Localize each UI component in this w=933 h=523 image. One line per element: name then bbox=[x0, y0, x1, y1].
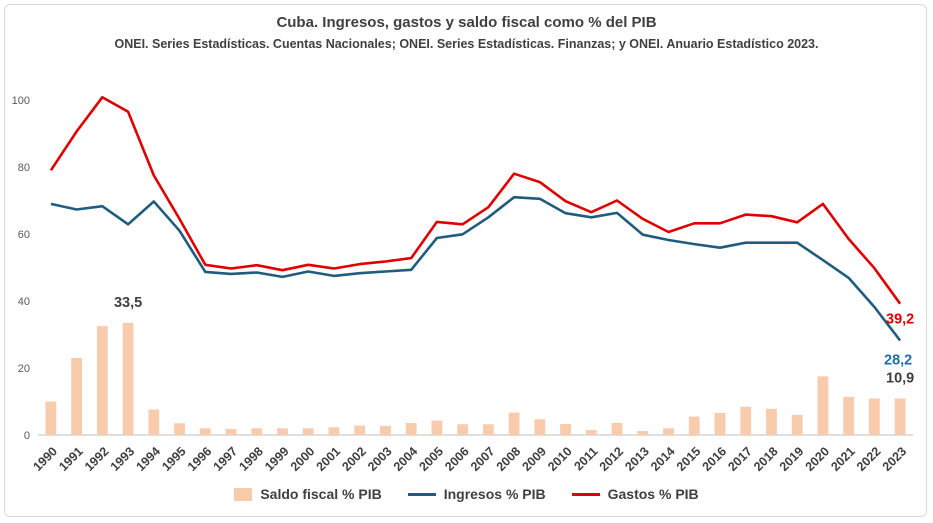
bar-saldo-fiscal-pib bbox=[277, 428, 288, 435]
x-tick-label: 2019 bbox=[777, 444, 807, 474]
x-tick-label: 1990 bbox=[30, 444, 60, 474]
bar-saldo-fiscal-pib bbox=[894, 398, 906, 435]
bar-saldo-fiscal-pib bbox=[96, 326, 108, 435]
x-tick-label: 1992 bbox=[82, 444, 112, 474]
legend-label-ingresos: Ingresos % PIB bbox=[443, 486, 546, 502]
bar-saldo-fiscal-pib bbox=[122, 322, 134, 435]
x-tick-label: 2001 bbox=[314, 444, 344, 474]
bar-saldo-fiscal-pib bbox=[637, 430, 649, 435]
x-tick-label: 2014 bbox=[648, 444, 678, 474]
legend-label-gastos: Gastos % PIB bbox=[607, 486, 699, 502]
bar-saldo-fiscal-pib bbox=[431, 420, 443, 435]
x-tick-label: 2020 bbox=[803, 444, 833, 474]
x-tick-label: 2004 bbox=[391, 444, 421, 474]
x-tick-label: 2021 bbox=[828, 444, 858, 474]
bar-saldo-fiscal-pib bbox=[843, 396, 855, 435]
data-label-saldo-fiscal-pib: 10,9 bbox=[886, 370, 914, 386]
x-tick-label: 2015 bbox=[674, 444, 704, 474]
bar-saldo-fiscal-pib bbox=[688, 416, 700, 435]
y-tick-label: 40 bbox=[18, 296, 30, 308]
bar-saldo-fiscal-pib bbox=[225, 428, 237, 435]
x-tick-label: 2002 bbox=[339, 444, 369, 474]
x-tick-label: 2011 bbox=[571, 444, 600, 473]
bar-saldo-fiscal-pib bbox=[482, 424, 494, 435]
x-tick-label: 2018 bbox=[751, 444, 781, 474]
bar-saldo-fiscal-pib bbox=[663, 428, 674, 435]
bar-saldo-fiscal-pib bbox=[585, 429, 597, 435]
data-label-ingresos-pib: 28,2 bbox=[884, 353, 912, 369]
bar-saldo-fiscal-pib bbox=[251, 428, 263, 435]
legend-swatch-gastos bbox=[571, 492, 600, 496]
x-tick-label: 2016 bbox=[700, 444, 730, 474]
bar-saldo-fiscal-pib bbox=[791, 414, 803, 435]
x-tick-label: 2023 bbox=[880, 444, 910, 474]
chart-subtitle: ONEI. Series Estadísticas. Cuentas Nacio… bbox=[114, 37, 819, 51]
legend-swatch-ingresos bbox=[407, 492, 436, 496]
data-label-gastos-pib: 39,2 bbox=[886, 312, 914, 328]
bar-saldo-fiscal-pib bbox=[611, 422, 623, 435]
bar-saldo-fiscal-pib bbox=[534, 419, 546, 435]
y-tick-label: 80 bbox=[18, 162, 30, 174]
bar-saldo-fiscal-pib bbox=[328, 427, 340, 435]
x-tick-label: 2013 bbox=[622, 444, 652, 474]
bar-saldo-fiscal-pib bbox=[199, 428, 211, 435]
x-tick-label: 2008 bbox=[494, 444, 524, 474]
x-tick-label: 2017 bbox=[725, 444, 755, 474]
bar-saldo-fiscal-pib bbox=[868, 398, 880, 435]
x-tick-label: 1998 bbox=[236, 444, 266, 474]
bar-saldo-fiscal-pib bbox=[766, 408, 777, 435]
x-tick-label: 2012 bbox=[597, 444, 627, 474]
bar-saldo-fiscal-pib bbox=[71, 357, 83, 435]
x-tick-label: 2003 bbox=[365, 444, 395, 474]
bar-saldo-fiscal-pib bbox=[354, 425, 366, 435]
x-tick-label: 2022 bbox=[854, 444, 884, 474]
legend-label-saldo: Saldo fiscal % PIB bbox=[260, 486, 382, 502]
x-tick-label: 1996 bbox=[185, 444, 215, 474]
x-tick-label: 2000 bbox=[288, 444, 318, 474]
legend-item-saldo: Saldo fiscal % PIB bbox=[234, 486, 382, 502]
chart-frame bbox=[4, 4, 927, 517]
y-tick-label: 0 bbox=[24, 430, 30, 442]
bar-saldo-fiscal-pib bbox=[405, 422, 417, 435]
bar-saldo-fiscal-pib bbox=[714, 412, 726, 435]
legend-item-gastos: Gastos % PIB bbox=[571, 486, 699, 502]
y-tick-label: 100 bbox=[12, 95, 30, 107]
bar-saldo-fiscal-pib bbox=[817, 376, 829, 435]
data-label-saldo-fiscal-pib: 33,5 bbox=[114, 295, 142, 311]
line-gastos-pib bbox=[49, 96, 902, 305]
y-tick-label: 60 bbox=[18, 229, 30, 241]
legend-swatch-saldo bbox=[234, 487, 253, 501]
x-tick-label: 2007 bbox=[468, 444, 498, 474]
x-tick-label: 2009 bbox=[519, 444, 549, 474]
bar-saldo-fiscal-pib bbox=[148, 409, 160, 435]
x-tick-label: 2006 bbox=[442, 444, 472, 474]
y-tick-label: 20 bbox=[18, 363, 30, 375]
bar-saldo-fiscal-pib bbox=[302, 428, 314, 435]
chart-legend: Saldo fiscal % PIB Ingresos % PIB Gastos… bbox=[0, 486, 933, 502]
bar-saldo-fiscal-pib bbox=[380, 425, 391, 435]
bar-saldo-fiscal-pib bbox=[174, 423, 185, 435]
chart-title: Cuba. Ingresos, gastos y saldo fiscal co… bbox=[276, 14, 657, 31]
x-tick-label: 1994 bbox=[133, 444, 163, 474]
x-tick-label: 2005 bbox=[417, 444, 447, 474]
bar-saldo-fiscal-pib bbox=[740, 406, 752, 435]
x-tick-label: 1993 bbox=[108, 444, 138, 474]
line-ingresos-pib bbox=[50, 195, 902, 342]
chart-plot: 0 20 40 60 80 100 1990199119921993199419951996… bbox=[12, 95, 915, 474]
x-tick-label: 2010 bbox=[545, 444, 575, 474]
legend-item-ingresos: Ingresos % PIB bbox=[407, 486, 546, 502]
x-tick-label: 1991 bbox=[56, 444, 86, 474]
bar-saldo-fiscal-pib bbox=[45, 401, 57, 435]
x-tick-label: 1995 bbox=[159, 444, 189, 474]
x-tick-label: 1999 bbox=[262, 444, 292, 474]
x-tick-label: 1997 bbox=[211, 444, 241, 474]
bar-saldo-fiscal-pib bbox=[508, 412, 520, 435]
bar-saldo-fiscal-pib bbox=[560, 423, 571, 435]
bar-saldo-fiscal-pib bbox=[457, 424, 469, 435]
